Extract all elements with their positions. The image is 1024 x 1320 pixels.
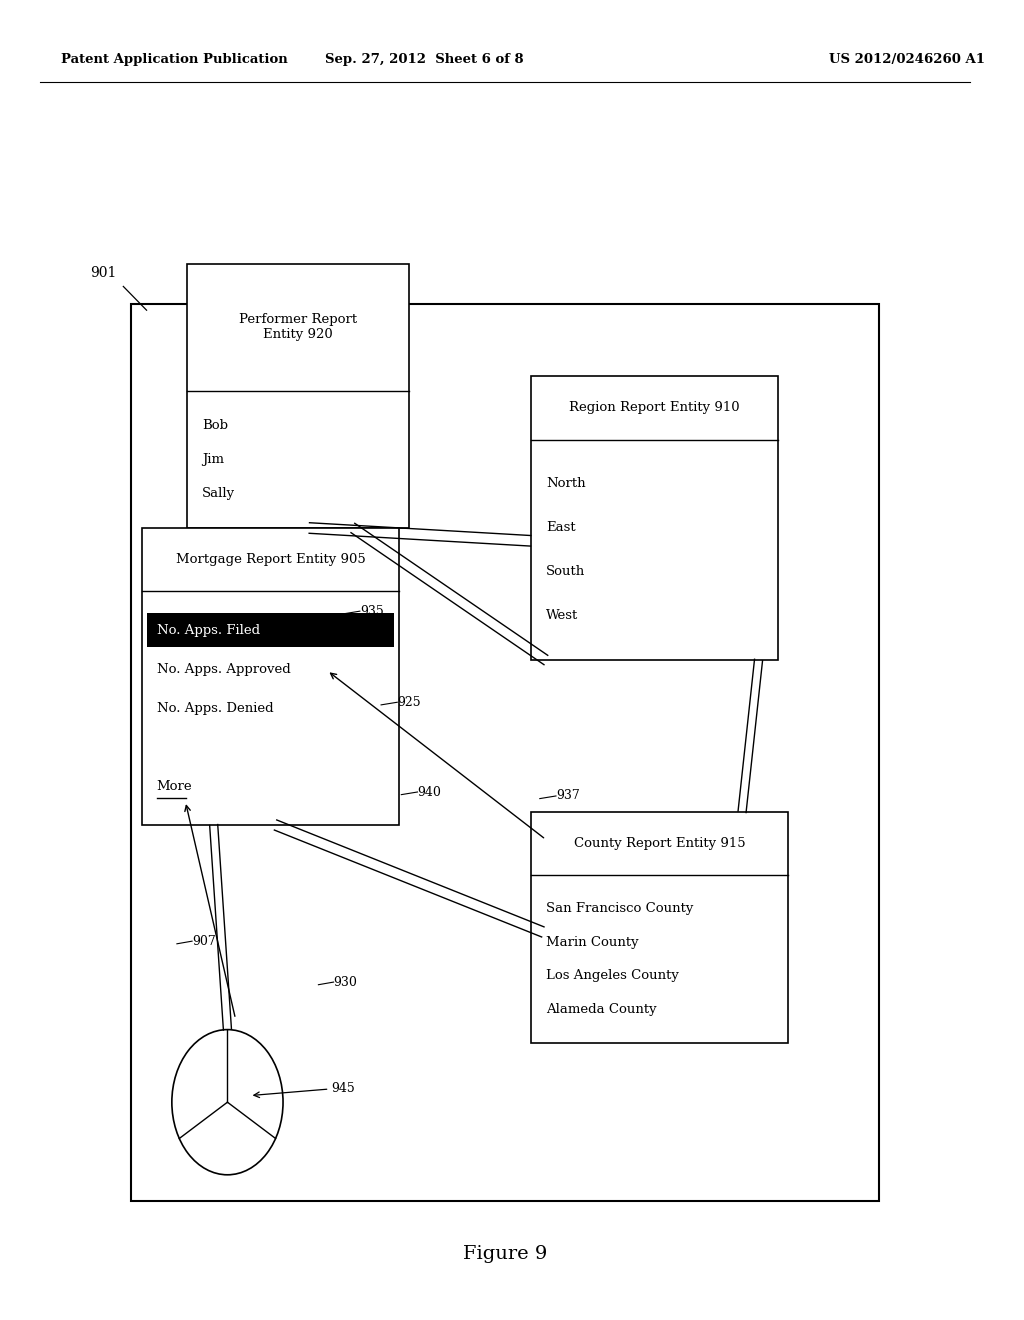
Text: 940: 940 xyxy=(418,785,441,799)
Text: No. Apps. Approved: No. Apps. Approved xyxy=(157,663,291,676)
Bar xyxy=(146,612,394,648)
Bar xyxy=(530,376,778,660)
Text: 937: 937 xyxy=(556,789,580,803)
Text: Performer Report
Entity 920: Performer Report Entity 920 xyxy=(240,313,357,342)
Text: West: West xyxy=(546,610,579,623)
Text: Region Report Entity 910: Region Report Entity 910 xyxy=(569,401,739,414)
Text: 901: 901 xyxy=(90,265,117,280)
Text: Sep. 27, 2012  Sheet 6 of 8: Sep. 27, 2012 Sheet 6 of 8 xyxy=(326,53,524,66)
Text: Mortgage Report Entity 905: Mortgage Report Entity 905 xyxy=(175,553,366,566)
Text: No. Apps. Denied: No. Apps. Denied xyxy=(157,702,273,714)
Text: San Francisco County: San Francisco County xyxy=(546,902,693,915)
Text: More: More xyxy=(157,780,193,792)
Text: 907: 907 xyxy=(193,935,216,948)
Text: East: East xyxy=(546,521,575,535)
Bar xyxy=(131,304,880,1201)
Text: 930: 930 xyxy=(334,975,357,989)
Text: Alameda County: Alameda County xyxy=(546,1003,656,1016)
Text: Patent Application Publication: Patent Application Publication xyxy=(60,53,288,66)
Text: County Report Entity 915: County Report Entity 915 xyxy=(573,837,745,850)
Text: 925: 925 xyxy=(397,696,421,709)
Text: Bob: Bob xyxy=(202,418,228,432)
Text: North: North xyxy=(546,477,586,490)
Bar xyxy=(141,528,399,825)
Text: 935: 935 xyxy=(359,605,384,618)
Text: Los Angeles County: Los Angeles County xyxy=(546,969,679,982)
Bar xyxy=(187,264,410,528)
Text: US 2012/0246260 A1: US 2012/0246260 A1 xyxy=(828,53,985,66)
Text: Figure 9: Figure 9 xyxy=(463,1245,548,1263)
Text: Jim: Jim xyxy=(202,453,224,466)
Text: Marin County: Marin County xyxy=(546,936,639,949)
Text: No. Apps. Filed: No. Apps. Filed xyxy=(157,624,260,636)
Text: South: South xyxy=(546,565,585,578)
Text: Sally: Sally xyxy=(202,487,236,500)
Bar xyxy=(530,812,788,1043)
Text: 945: 945 xyxy=(332,1082,355,1096)
